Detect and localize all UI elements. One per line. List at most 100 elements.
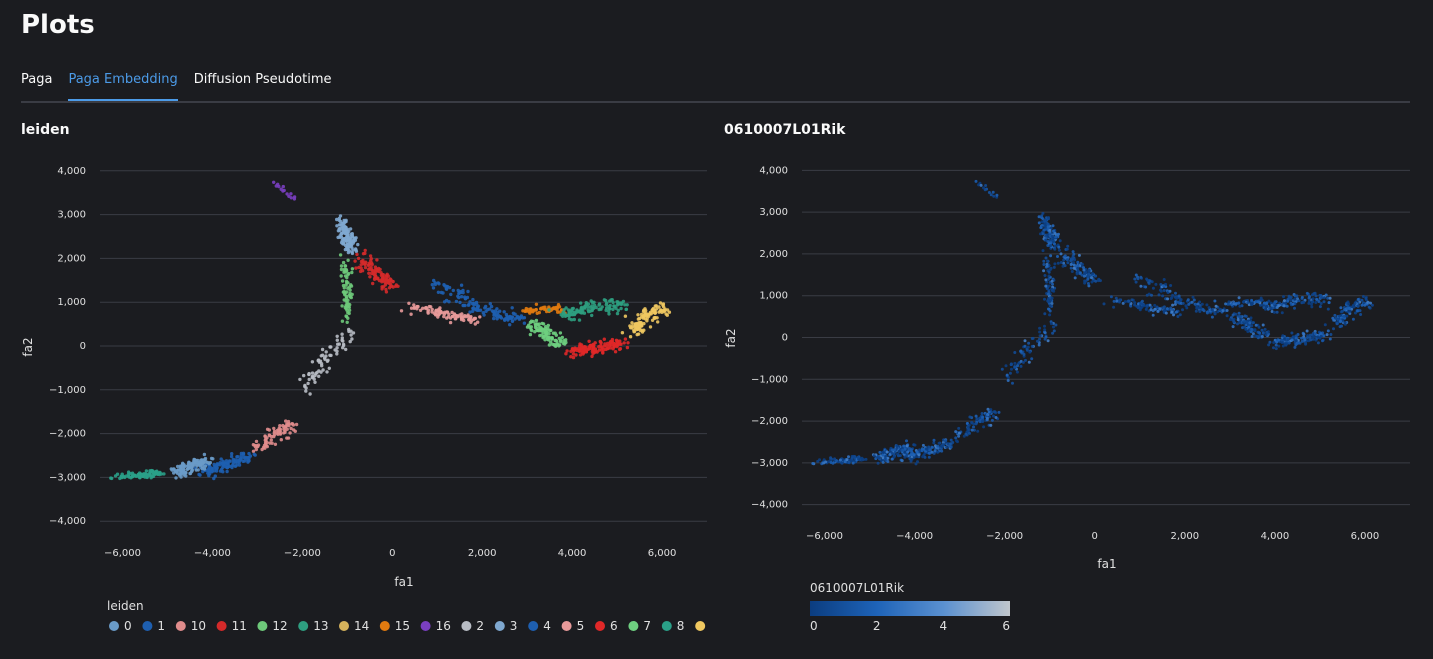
gene-point xyxy=(1040,220,1044,224)
point-cluster-4 xyxy=(436,281,440,285)
gene-point xyxy=(1243,319,1247,323)
gene-point xyxy=(1305,336,1309,340)
gene-point xyxy=(1335,322,1339,326)
gene-point xyxy=(1305,291,1309,295)
gene-point xyxy=(1069,259,1073,263)
gene-point xyxy=(930,445,934,449)
gene-point xyxy=(1170,310,1174,314)
point-cluster-13 xyxy=(599,307,603,311)
gene-point xyxy=(1197,306,1201,310)
gene-point xyxy=(1213,299,1217,303)
gene-point xyxy=(1194,309,1198,313)
gene-point xyxy=(1311,297,1315,301)
gene-point xyxy=(1338,314,1342,318)
gene-point xyxy=(1086,277,1090,281)
gene-point xyxy=(1318,336,1322,340)
gene-point xyxy=(1291,335,1295,339)
point-cluster-11 xyxy=(379,271,383,275)
point-cluster-12 xyxy=(341,290,346,294)
gene-point xyxy=(1062,261,1066,265)
point-cluster-12 xyxy=(338,253,343,257)
gene-point xyxy=(990,418,994,422)
gene-point xyxy=(1042,228,1046,232)
gene-point xyxy=(1053,247,1057,251)
gene-point xyxy=(1174,291,1177,295)
gene-point xyxy=(1050,296,1054,300)
point-cluster-10 xyxy=(275,431,279,435)
gene-point xyxy=(864,457,868,461)
gene-point xyxy=(1297,299,1301,303)
gene-point xyxy=(1307,296,1311,300)
point-cluster-12 xyxy=(346,273,350,277)
point-cluster-6 xyxy=(569,349,573,353)
gene-point xyxy=(1367,305,1371,309)
point-cluster-13 xyxy=(610,298,614,302)
gene-point xyxy=(1154,282,1158,286)
gene-point xyxy=(1201,308,1205,312)
gene-point xyxy=(1308,336,1312,339)
gene-point xyxy=(1030,357,1034,361)
gene-point xyxy=(893,450,897,454)
gene-point xyxy=(1207,306,1211,310)
point-cluster-13 xyxy=(572,317,576,322)
point-cluster-1 xyxy=(218,469,223,473)
point-cluster-4 xyxy=(463,303,467,308)
gene-point xyxy=(997,410,1001,414)
gene-point xyxy=(890,451,894,455)
point-cluster-1 xyxy=(231,463,235,467)
gene-point xyxy=(1011,381,1014,385)
legend-swatch-0 xyxy=(109,621,119,631)
gene-point xyxy=(992,414,995,418)
gene-point xyxy=(1303,338,1307,342)
gene-point xyxy=(1048,313,1052,317)
point-cluster-1 xyxy=(241,452,246,457)
gene-point xyxy=(1048,268,1052,272)
gene-point xyxy=(948,444,951,448)
gene-point xyxy=(1179,298,1183,302)
gene-point xyxy=(1080,273,1084,277)
gene-point xyxy=(1243,325,1247,329)
gene-point xyxy=(985,416,989,420)
x-tick-label: 2,000 xyxy=(1170,531,1199,542)
point-cluster-2 xyxy=(329,345,333,349)
gene-point xyxy=(1260,335,1264,338)
point-cluster-16 xyxy=(272,180,276,184)
gene-point xyxy=(901,448,905,452)
point-cluster-12 xyxy=(340,279,345,283)
tab-paga-embedding[interactable]: Paga Embedding xyxy=(68,66,178,101)
gene-point xyxy=(1244,314,1248,318)
legend-label-11: 11 xyxy=(232,619,247,633)
gene-point xyxy=(1087,268,1091,272)
gene-point xyxy=(974,414,978,418)
gene-point xyxy=(847,460,851,464)
tab-paga[interactable]: Paga xyxy=(21,72,53,87)
gene-point xyxy=(1300,336,1304,340)
point-cluster-12 xyxy=(348,303,352,307)
gene-point xyxy=(1145,277,1149,281)
point-cluster-2 xyxy=(324,354,328,358)
gene-point xyxy=(1077,253,1081,257)
gene-point xyxy=(1054,235,1058,239)
gene-point xyxy=(1076,260,1080,264)
point-cluster-4 xyxy=(522,316,527,320)
gene-point xyxy=(1161,294,1165,298)
point-cluster-7 xyxy=(550,336,554,340)
point-cluster-6 xyxy=(571,355,576,360)
gene-point xyxy=(1213,312,1217,316)
point-cluster-4 xyxy=(498,309,502,313)
tab-diffusion-pseudotime[interactable]: Diffusion Pseudotime xyxy=(193,72,332,87)
gene-point xyxy=(1066,244,1070,248)
gene-point xyxy=(954,430,958,434)
gene-point xyxy=(1169,306,1173,310)
point-cluster-10 xyxy=(285,422,289,426)
point-cluster-5 xyxy=(467,317,472,321)
gene-point xyxy=(1043,337,1047,341)
point-cluster-1 xyxy=(213,464,217,468)
gene-point xyxy=(1094,279,1098,283)
gene-point xyxy=(1139,284,1143,288)
point-cluster-11 xyxy=(376,276,380,280)
point-cluster-5 xyxy=(399,309,404,313)
point-cluster-4 xyxy=(444,287,449,291)
gene-point xyxy=(1319,302,1323,305)
gene-point xyxy=(928,448,932,452)
